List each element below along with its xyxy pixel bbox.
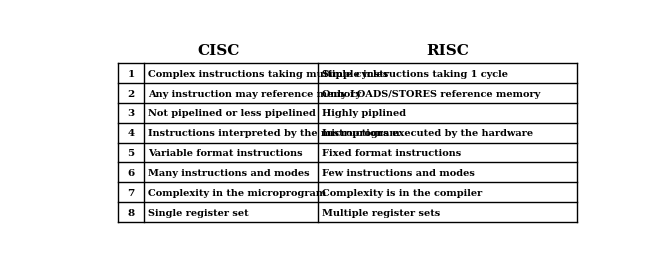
Text: 8: 8	[128, 208, 135, 217]
Text: Variable format instructions: Variable format instructions	[148, 149, 303, 157]
Text: Fixed format instructions: Fixed format instructions	[322, 149, 461, 157]
Text: Only LOADS/STORES reference memory: Only LOADS/STORES reference memory	[322, 89, 540, 98]
Text: 6: 6	[128, 168, 135, 177]
Text: RISC: RISC	[426, 44, 469, 58]
Text: Complexity is in the compiler: Complexity is in the compiler	[322, 188, 483, 197]
Text: Many instructions and modes: Many instructions and modes	[148, 168, 309, 177]
Text: Simple instructions taking 1 cycle: Simple instructions taking 1 cycle	[322, 69, 508, 78]
Text: 2: 2	[128, 89, 135, 98]
Text: 5: 5	[128, 149, 135, 157]
Text: Multiple register sets: Multiple register sets	[322, 208, 440, 217]
Text: Complexity in the microprogram: Complexity in the microprogram	[148, 188, 326, 197]
Text: Any instruction may reference memory: Any instruction may reference memory	[148, 89, 361, 98]
Text: 4: 4	[128, 129, 135, 138]
Text: 3: 3	[128, 109, 135, 118]
Text: Not pipelined or less pipelined: Not pipelined or less pipelined	[148, 109, 316, 118]
Text: Instructions interpreted by the microprogram: Instructions interpreted by the micropro…	[148, 129, 399, 138]
Text: Single register set: Single register set	[148, 208, 249, 217]
Text: Few instructions and modes: Few instructions and modes	[322, 168, 475, 177]
Text: Highly piplined: Highly piplined	[322, 109, 406, 118]
Text: 7: 7	[128, 188, 135, 197]
Text: Complex instructions taking multiple cycles: Complex instructions taking multiple cyc…	[148, 69, 388, 78]
Text: 1: 1	[128, 69, 135, 78]
Text: CISC: CISC	[197, 44, 239, 58]
Text: Instructions executed by the hardware: Instructions executed by the hardware	[322, 129, 533, 138]
